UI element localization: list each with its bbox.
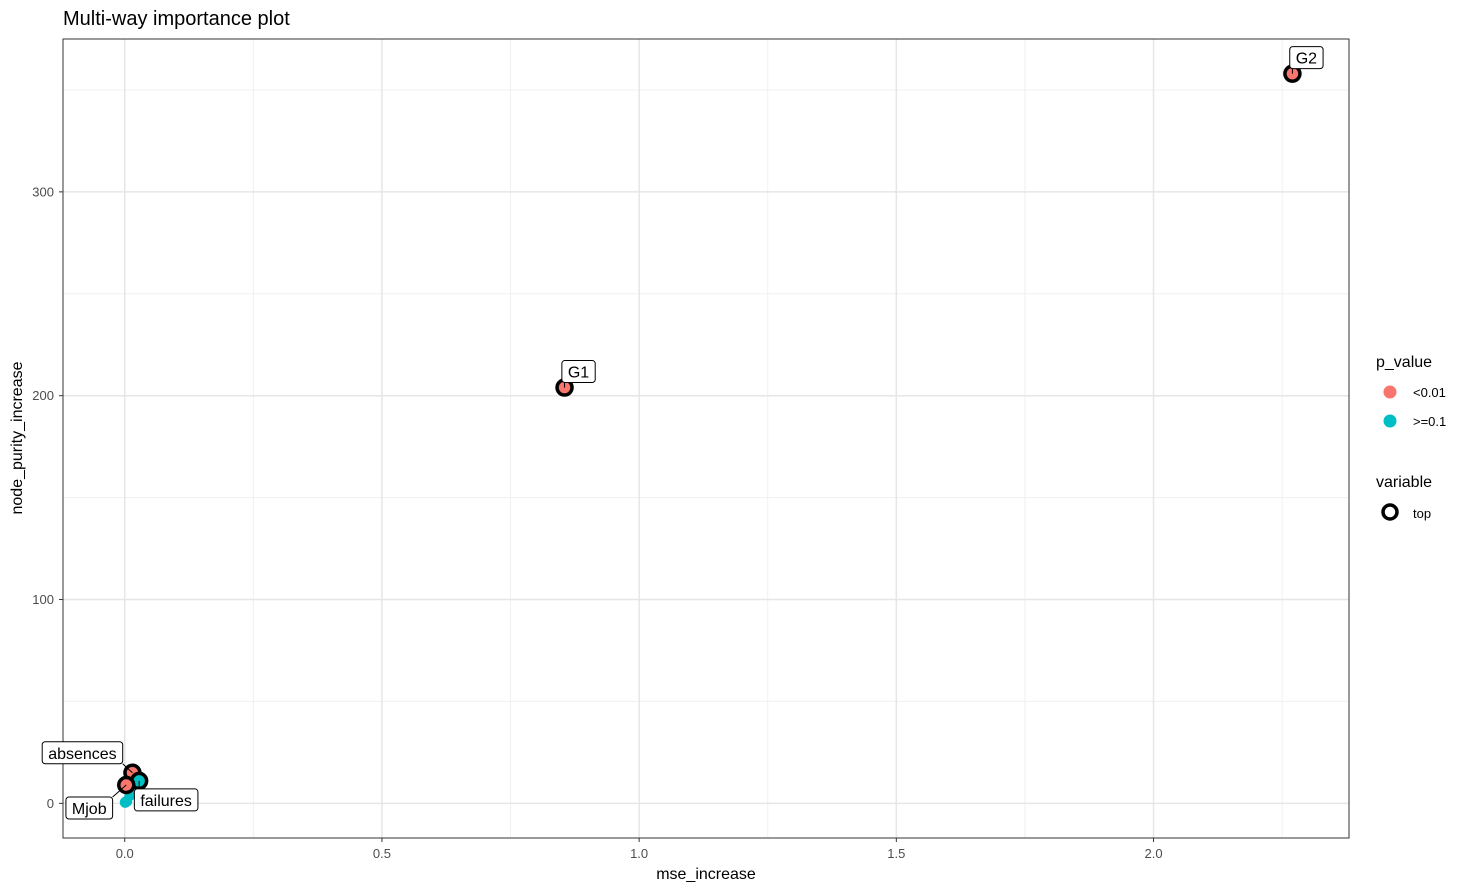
point-label-group: Mjob <box>65 784 127 820</box>
legend-label-ge-01: >=0.1 <box>1413 414 1446 429</box>
legend: p_value <0.01 >=0.1 variable top <box>1376 354 1446 521</box>
point-label-group: G1 <box>561 360 596 388</box>
legend-title-variable: variable <box>1376 474 1432 491</box>
label-box <box>41 741 124 765</box>
x-tick-label: 2.0 <box>1144 846 1162 861</box>
point-label-group: absences <box>41 741 133 774</box>
x-tick-label: 0.0 <box>116 846 134 861</box>
y-tick-label: 0 <box>47 796 54 811</box>
chart-title: Multi-way importance plot <box>63 8 290 30</box>
y-axis-ticks: 0 100 200 300 <box>32 184 63 811</box>
point-label: failures <box>140 793 192 810</box>
point-label: absences <box>48 746 117 763</box>
label-leader-line <box>112 784 127 798</box>
label-leader-line <box>122 763 133 774</box>
label-box <box>1289 46 1324 70</box>
points-layer <box>117 64 1302 808</box>
y-axis-title: node_purity_increase <box>9 361 26 514</box>
x-axis-ticks: 0.0 0.5 1.0 1.5 2.0 <box>116 838 1163 861</box>
point-label: Mjob <box>72 801 107 818</box>
x-tick-label: 1.0 <box>630 846 648 861</box>
label-box <box>561 360 596 384</box>
x-axis-title: mse_increase <box>656 866 756 883</box>
legend-label-top: top <box>1413 506 1431 521</box>
point-labels-layer: G2 G1 absences failures Mjob <box>41 46 1324 820</box>
plot-panel-border <box>62 38 1350 839</box>
y-tick-label: 300 <box>32 184 54 199</box>
label-box <box>133 788 199 812</box>
legend-key-lt-001 <box>1383 385 1397 399</box>
legend-key-top <box>1381 503 1399 521</box>
point-label: G2 <box>1296 51 1317 68</box>
legend-label-lt-001: <0.01 <box>1413 385 1446 400</box>
y-tick-label: 200 <box>32 388 54 403</box>
x-tick-label: 1.5 <box>887 846 905 861</box>
legend-title-p-value: p_value <box>1376 354 1432 371</box>
label-box <box>65 796 114 820</box>
y-tick-label: 100 <box>32 592 54 607</box>
point-label-group: failures <box>133 780 199 812</box>
grid-layer <box>63 39 1349 838</box>
legend-key-ge-01 <box>1383 414 1397 428</box>
point-label-group: G2 <box>1289 46 1324 74</box>
data-point <box>119 796 131 808</box>
x-tick-label: 0.5 <box>373 846 391 861</box>
point-label: G1 <box>568 365 589 382</box>
